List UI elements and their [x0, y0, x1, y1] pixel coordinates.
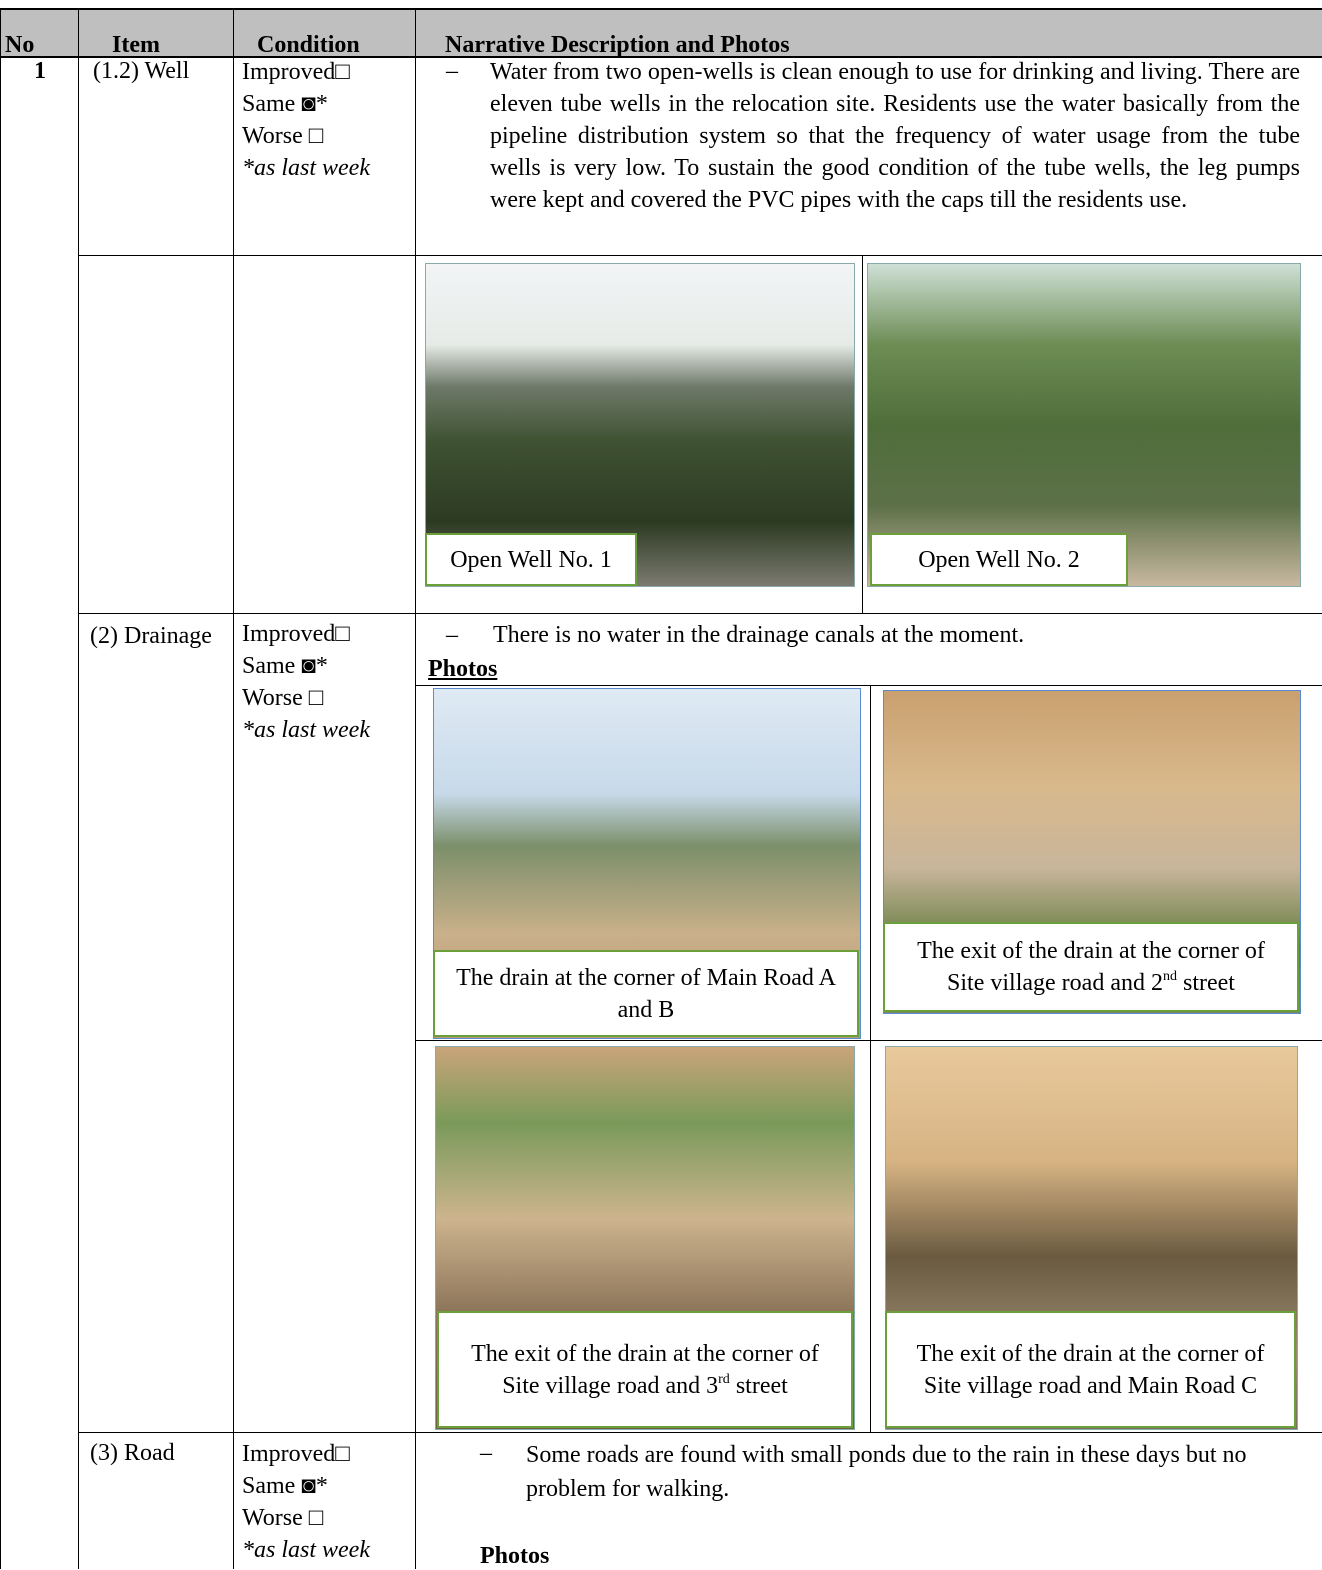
rule — [0, 8, 1, 1569]
header-cell: Narrative Description and Photos — [445, 32, 790, 58]
item: (1.2) Well — [93, 58, 190, 84]
caption-part: The exit of the drain at the corner of S… — [471, 1340, 819, 1399]
caption-sup: rd — [718, 1371, 730, 1387]
photo-caption: The exit of the drain at the corner of S… — [885, 1311, 1296, 1428]
row-number: 1 — [34, 58, 46, 84]
rule — [415, 1040, 1322, 1041]
caption-part: The exit of the drain at the corner of S… — [917, 938, 1265, 996]
condition-line: Worse □ — [242, 685, 324, 711]
photo-caption: Open Well No. 1 — [425, 533, 637, 586]
photos-heading: Photos — [428, 656, 498, 682]
rule — [870, 685, 871, 1432]
condition-line: Improved□ — [242, 1441, 350, 1467]
header-cell: Condition — [257, 32, 360, 58]
item: (3) Road — [90, 1440, 175, 1466]
condition-line: Same ◙* — [242, 653, 328, 679]
condition-line: Worse □ — [242, 1505, 324, 1531]
condition-line: Improved□ — [242, 59, 350, 85]
rule — [78, 613, 1322, 614]
rule — [78, 1432, 1322, 1433]
condition-line: Improved□ — [242, 621, 350, 647]
photo-caption: The drain at the corner of Main Road A a… — [433, 950, 859, 1037]
item: (2) Drainage — [90, 623, 212, 649]
condition-line: Same ◙* — [242, 1473, 328, 1499]
photo-caption: The exit of the drain at the corner of S… — [883, 922, 1299, 1012]
narrative: There is no water in the drainage canals… — [493, 622, 1025, 648]
bullet: – — [480, 1440, 492, 1466]
caption-sup: nd — [1162, 969, 1177, 984]
condition-line: Worse □ — [242, 123, 324, 149]
header-cell: No — [5, 32, 35, 58]
rule — [78, 8, 79, 1569]
caption-text: The exit of the drain at the corner of S… — [897, 935, 1285, 999]
bullet: – — [446, 58, 458, 84]
caption-part: street — [729, 1372, 788, 1399]
caption-text: The exit of the drain at the corner of S… — [451, 1338, 839, 1402]
caption-part: street — [1176, 970, 1235, 996]
header-bg — [0, 8, 1322, 57]
header-cell: Item — [112, 32, 160, 58]
rule — [415, 8, 416, 1569]
condition-line: Same ◙* — [242, 91, 328, 117]
condition: Improved□ Same ◙* Worse □ *as last week — [242, 56, 370, 184]
rule — [78, 255, 1322, 256]
condition: Improved□ Same ◙* Worse □ *as last week — [242, 1438, 370, 1566]
photo-caption: The exit of the drain at the corner of S… — [437, 1311, 853, 1428]
rule — [0, 8, 1322, 10]
photo-caption: Open Well No. 2 — [870, 533, 1128, 586]
condition-note: *as last week — [242, 155, 370, 181]
condition-note: *as last week — [242, 1537, 370, 1563]
rule — [862, 255, 863, 613]
rule — [233, 8, 234, 1569]
rule — [415, 685, 1322, 686]
condition: Improved□ Same ◙* Worse □ *as last week — [242, 618, 370, 746]
bullet: – — [446, 622, 458, 648]
condition-note: *as last week — [242, 717, 370, 743]
narrative: Some roads are found with small ponds du… — [526, 1442, 1247, 1502]
photos-heading: Photos — [480, 1543, 550, 1569]
rule — [0, 56, 1322, 58]
narrative: Water from two open-wells is clean enoug… — [490, 59, 1300, 213]
